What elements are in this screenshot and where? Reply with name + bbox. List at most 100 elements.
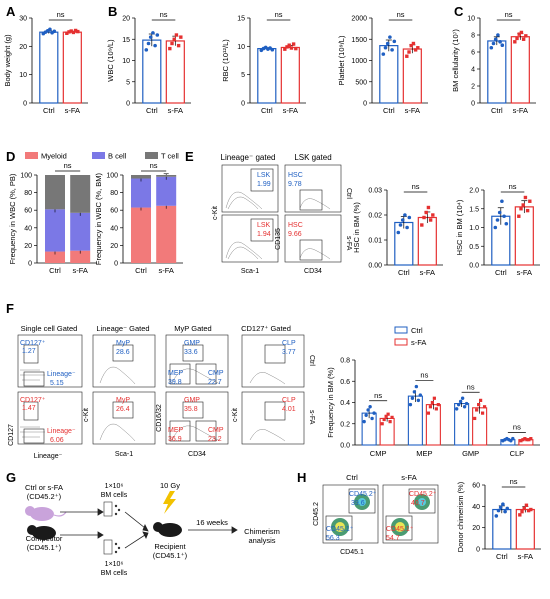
data-point bbox=[405, 54, 409, 58]
data-point bbox=[146, 41, 151, 46]
y-tick-label: 100 bbox=[20, 173, 32, 180]
data-point bbox=[430, 400, 434, 405]
chart-e1: 0.00 0.01 0.02 0.03 HSC in BM (%) Ctrl s-FA ns bbox=[352, 182, 443, 277]
y-tick-label: 0.01 bbox=[368, 238, 382, 245]
flow-f-myp-2: MyP bbox=[116, 397, 130, 404]
data-point bbox=[362, 419, 366, 424]
data-point bbox=[503, 509, 507, 514]
data-point bbox=[525, 208, 530, 213]
stack-t-cell bbox=[45, 175, 65, 210]
y-tick-label: 0 bbox=[476, 547, 480, 554]
legend-label: T cell bbox=[161, 152, 179, 161]
data-point bbox=[460, 396, 465, 400]
panel-label-f: F bbox=[6, 301, 14, 316]
bar-Ctrl bbox=[257, 47, 277, 104]
data-point bbox=[144, 48, 149, 52]
stack-b-cell bbox=[45, 209, 65, 252]
sig-label: ns bbox=[64, 161, 72, 170]
flow-f-gmpv-1: 33.6 bbox=[184, 349, 198, 356]
flow-e-gate-lsk-2 bbox=[250, 218, 274, 242]
data-point bbox=[524, 503, 529, 507]
data-point bbox=[426, 411, 431, 415]
data-point bbox=[289, 46, 294, 50]
data-point bbox=[519, 439, 523, 443]
data-point bbox=[500, 199, 504, 204]
flow-f-linv-2: 6.06 bbox=[50, 437, 64, 444]
data-point bbox=[528, 199, 532, 203]
data-point bbox=[420, 223, 424, 227]
flow-f-plot-2-4 bbox=[241, 391, 305, 445]
data-point bbox=[505, 506, 510, 511]
h-ylabel: CD45.2 bbox=[313, 502, 320, 526]
x-tick-label: s-FA bbox=[420, 268, 435, 277]
data-point bbox=[493, 225, 498, 230]
y-tick-label: 10 bbox=[237, 44, 245, 51]
stack-b-cell bbox=[70, 212, 91, 251]
data-point bbox=[388, 35, 392, 39]
y-axis-label: Platelet (10⁹/L) bbox=[337, 35, 346, 85]
y-tick-label: 2000 bbox=[351, 16, 367, 23]
flow-e-side-ctrl: Ctrl bbox=[345, 188, 352, 199]
bar-Ctrl bbox=[39, 31, 59, 104]
y-tick-label: 0.2 bbox=[340, 421, 350, 428]
x-tick-label: Ctrl bbox=[135, 266, 147, 275]
data-point bbox=[407, 50, 411, 54]
data-point bbox=[48, 27, 52, 32]
x-tick-label: Ctrl bbox=[496, 552, 508, 561]
data-point bbox=[73, 28, 78, 33]
data-point bbox=[517, 214, 521, 218]
flow-f-title-1: Single cell Gated bbox=[21, 324, 78, 333]
y-tick-label: 2 bbox=[471, 84, 475, 91]
data-point bbox=[285, 45, 289, 49]
y-tick-label: 0.0 bbox=[469, 263, 479, 270]
flow-e-gate-hsc-2 bbox=[299, 239, 323, 261]
flow-f-lin-2: Lineage⁻ bbox=[47, 428, 76, 435]
bar-Ctrl bbox=[394, 221, 414, 266]
x-tick-label: Ctrl bbox=[146, 106, 158, 115]
panel-label-h: H bbox=[297, 470, 307, 485]
mouse-recipient-icon bbox=[153, 522, 182, 537]
chart-f: 0.0 0.2 0.4 0.6 0.8 Frequency in BM (%) CMP ns M… bbox=[326, 326, 540, 458]
data-point bbox=[405, 225, 409, 230]
data-point bbox=[426, 205, 431, 210]
data-point bbox=[386, 412, 390, 416]
data-point bbox=[428, 405, 433, 409]
flow-e-plot-2-2 bbox=[284, 214, 342, 263]
y-tick-label: 0.5 bbox=[469, 244, 479, 251]
data-point bbox=[515, 36, 519, 41]
flow-e-hsc-val-1: 9.78 bbox=[288, 181, 302, 188]
h-c-g1: CD45.1⁺ bbox=[326, 526, 354, 533]
flow-f: Single cell Gated Lineage⁻ Gated MyP Gat… bbox=[8, 324, 315, 460]
flow-f-mepv-2: 36.9 bbox=[168, 436, 182, 443]
data-point bbox=[479, 398, 483, 402]
sig-label: ns bbox=[160, 10, 168, 19]
data-point bbox=[414, 384, 419, 389]
x-tick-label: s-FA bbox=[72, 266, 87, 275]
data-point bbox=[504, 221, 509, 226]
data-point bbox=[411, 41, 416, 46]
y-tick-label: 6 bbox=[471, 50, 475, 57]
flow-f-cmpv-2: 23.2 bbox=[208, 436, 222, 443]
legend-label-sfa: s-FA bbox=[411, 338, 426, 347]
data-point bbox=[370, 416, 374, 421]
bar-s-FA bbox=[510, 36, 530, 104]
y-tick-label: 5 bbox=[241, 72, 245, 79]
sig-label: ns bbox=[412, 182, 420, 191]
flow-e-ylabel-2: CD135 bbox=[275, 228, 282, 250]
data-point bbox=[464, 401, 469, 406]
h-c-v1: 56.3 bbox=[326, 535, 340, 542]
h-ctrl: Ctrl bbox=[346, 473, 358, 482]
data-point bbox=[416, 398, 421, 403]
stack-myeloid bbox=[45, 251, 65, 263]
flow-f-gmpv-2: 35.8 bbox=[184, 406, 198, 413]
h-s-v2: 40.7 bbox=[411, 500, 425, 507]
chart-b1: 0 5 10 15 20 WBC (10⁹/L) Ctrl s-FA ns bbox=[106, 10, 191, 115]
data-point bbox=[382, 417, 386, 422]
data-point bbox=[529, 507, 533, 512]
flow-e-hsc-val-2: 9.66 bbox=[288, 231, 302, 238]
data-point bbox=[498, 40, 502, 44]
data-point bbox=[148, 35, 153, 39]
chart-b3: 0 500 1000 1500 2000 Platelet (10⁹/L) Ctrl s-FA… bbox=[337, 10, 428, 115]
flow-f-lin-1: Lineage⁻ bbox=[47, 371, 76, 378]
legend-swatch-t-cell bbox=[145, 152, 158, 159]
